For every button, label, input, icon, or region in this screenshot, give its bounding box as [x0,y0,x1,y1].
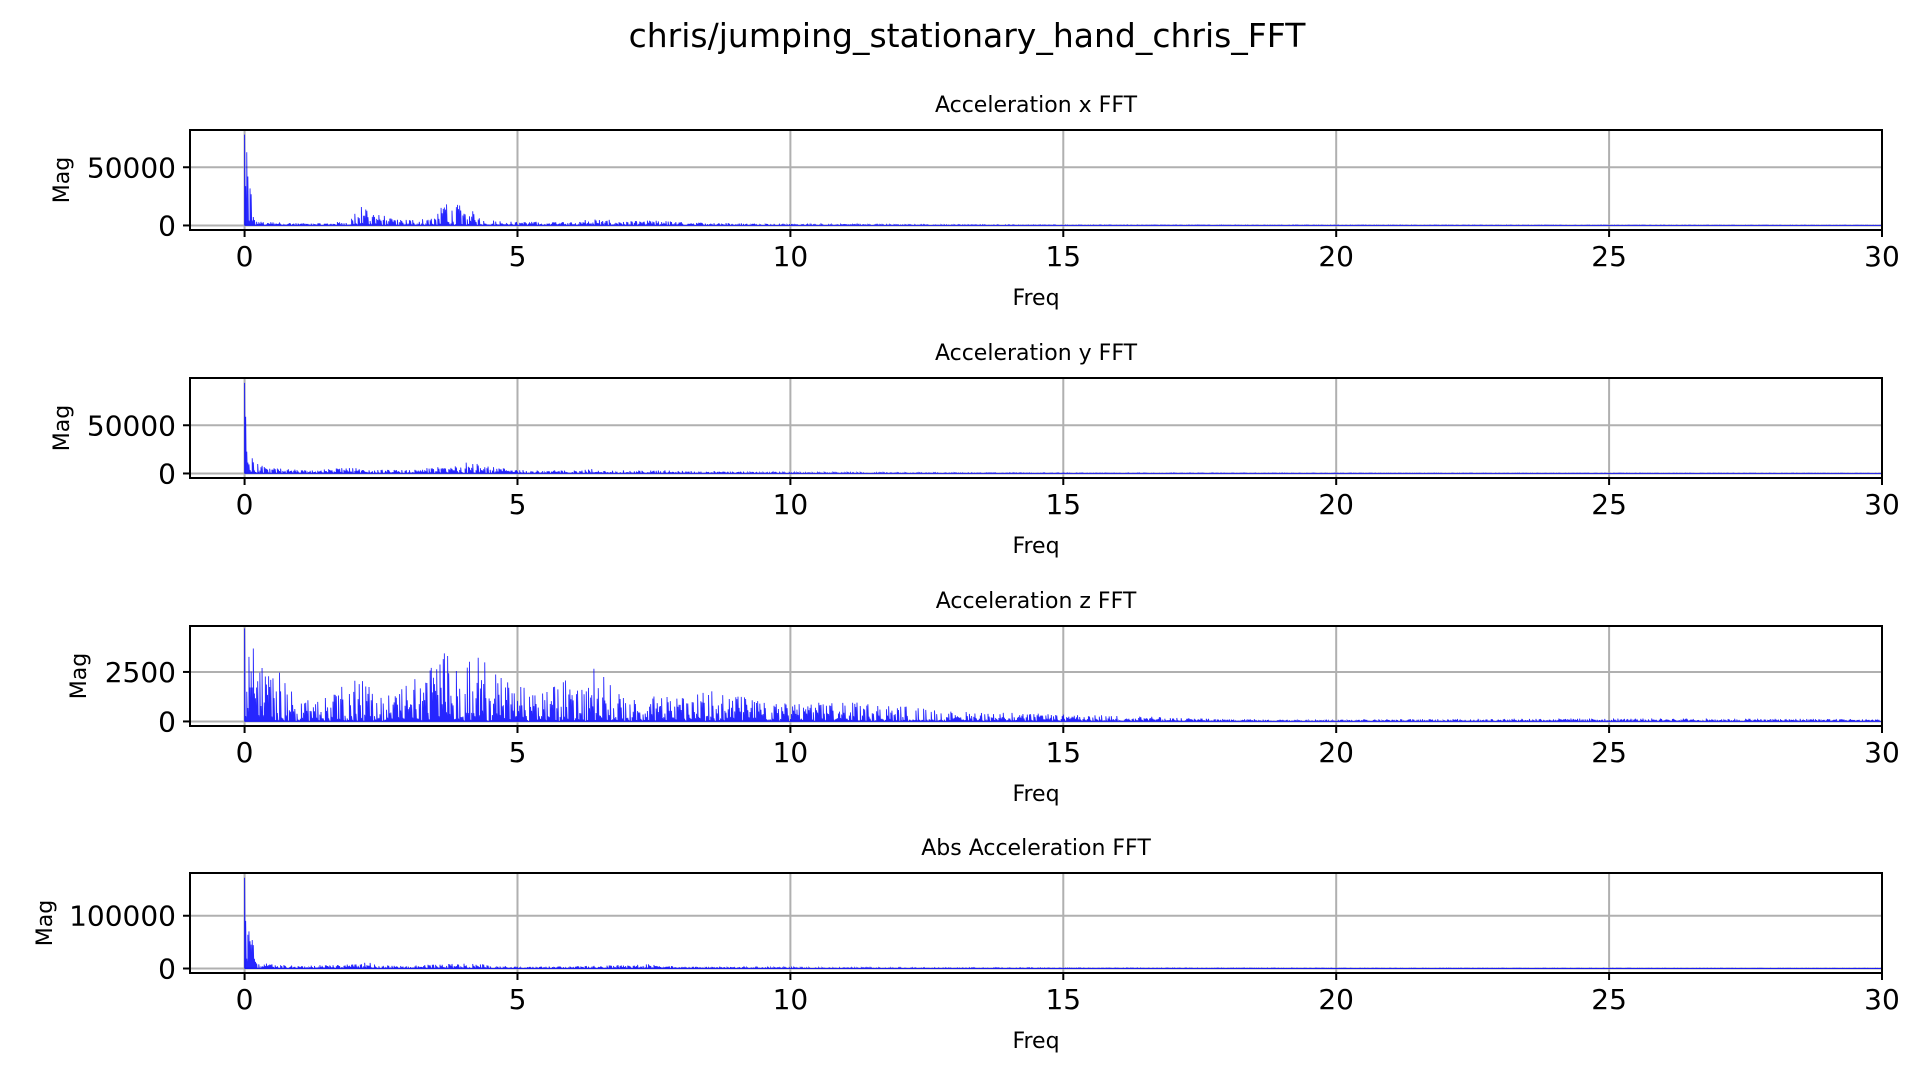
axes-frame [189,377,1883,479]
y-tick-label: 50000 [87,409,176,442]
fft-series-line [244,877,1883,969]
x-tick-label: 15 [1045,488,1081,521]
x-axis-label: Freq [1012,534,1059,559]
x-tick-label: 5 [509,736,527,769]
subplot-title: Acceleration y FFT [935,341,1138,366]
x-tick-label: 5 [509,240,527,273]
x-tick-label: 0 [236,240,254,273]
axes-frame [189,129,1883,231]
x-tick-label: 10 [773,983,809,1016]
x-tick-label: 30 [1864,488,1900,521]
subplot-2: Acceleration y FFT 0 5 10 15 20 25 30 0 50000 Freq… [50,341,1900,559]
x-tick-label: 15 [1045,240,1081,273]
y-tick-label: 0 [158,953,176,986]
y-tick-label: 50000 [87,151,176,184]
x-tick-label: 5 [509,488,527,521]
y-tick-label: 2500 [105,656,176,689]
subplot-title: Abs Acceleration FFT [921,836,1151,861]
x-tick-label: 0 [236,488,254,521]
x-tick-label: 10 [773,488,809,521]
y-tick-label: 100000 [69,900,176,933]
x-tick-label: 20 [1318,983,1354,1016]
x-tick-label: 30 [1864,983,1900,1016]
x-tick-label: 20 [1318,240,1354,273]
y-axis-label: Mag [67,653,92,699]
fft-series-line [244,382,1883,474]
y-tick-label: 0 [158,457,176,490]
subplot-3: Acceleration z FFT 0 5 10 15 20 25 30 0 2500 Freq M… [67,589,1900,807]
y-axis-label: Mag [50,405,75,451]
x-axis-label: Freq [1012,1029,1059,1054]
x-tick-label: 10 [773,240,809,273]
x-tick-label: 25 [1591,736,1627,769]
y-tick-label: 0 [158,209,176,242]
x-tick-label: 30 [1864,736,1900,769]
x-tick-label: 25 [1591,983,1627,1016]
subplot-1: Acceleration x FFT 0 5 10 15 20 25 30 0 50000 Freq… [50,93,1900,311]
x-tick-label: 10 [773,736,809,769]
axes-frame [189,872,1883,974]
x-axis-label: Freq [1012,782,1059,807]
y-tick-label: 0 [158,705,176,738]
x-tick-label: 0 [236,983,254,1016]
subplot-4: Abs Acceleration FFT 0 5 10 15 20 25 30 0 100000 F… [33,836,1900,1054]
x-tick-label: 15 [1045,736,1081,769]
x-tick-label: 30 [1864,240,1900,273]
fft-series-line [244,134,1883,226]
x-tick-label: 20 [1318,488,1354,521]
y-axis-label: Mag [33,900,58,946]
x-tick-label: 20 [1318,736,1354,769]
x-tick-label: 15 [1045,983,1081,1016]
y-axis-label: Mag [50,157,75,203]
x-tick-label: 5 [509,983,527,1016]
axes-frame [189,625,1883,727]
figure-title: chris/jumping_stationary_hand_chris_FFT [629,16,1307,55]
x-axis-label: Freq [1012,286,1059,311]
fft-series-line [244,628,1884,722]
x-tick-label: 25 [1591,240,1627,273]
x-tick-label: 0 [236,736,254,769]
x-tick-label: 25 [1591,488,1627,521]
subplot-title: Acceleration x FFT [935,93,1138,118]
subplot-title: Acceleration z FFT [936,589,1137,614]
